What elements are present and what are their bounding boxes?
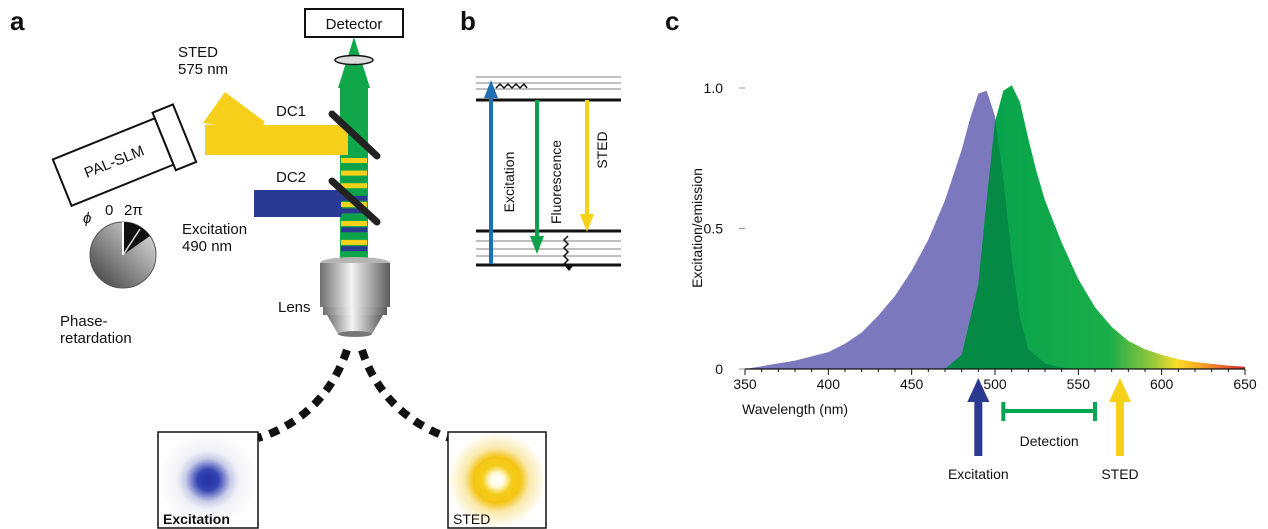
beam-stripe [341, 158, 367, 163]
x-tick-label: 650 [1233, 376, 1257, 392]
panel-b: b Excitation Fluorescence STED [460, 6, 621, 271]
panel-a-label: a [10, 6, 25, 36]
phi-symbol: ϕ [83, 210, 91, 227]
dashed-path-excitation [256, 348, 351, 442]
beam-stripe [341, 170, 367, 176]
phase-zero-label: 0 [105, 202, 113, 219]
dashed-path-sted [358, 348, 452, 442]
chart-annotations: Excitation STED Detection [948, 378, 1139, 482]
beam-stripe [341, 221, 367, 226]
beam-stripe [341, 176, 367, 182]
dc1-label: DC1 [276, 103, 306, 120]
excitation-label: Excitation [182, 221, 247, 238]
y-tick-label: 0 [715, 361, 723, 377]
tube-lens [334, 54, 374, 66]
excitation-wavelength: 490 nm [182, 238, 232, 255]
x-tick-label: 450 [900, 376, 924, 392]
beam-stripe [341, 208, 367, 214]
sted-spot-label: STED [453, 511, 490, 527]
x-tick-label: 550 [1067, 376, 1091, 392]
sted-transition-label: STED [594, 131, 610, 168]
x-tick-label: 350 [733, 376, 757, 392]
excitation-spot-image [157, 431, 259, 529]
beam-stripe [341, 183, 367, 189]
excitation-spot-label: Excitation [163, 511, 230, 527]
sted-spot-image [447, 431, 547, 529]
panel-c-label: c [665, 6, 679, 36]
dc2-label: DC2 [276, 169, 306, 186]
excitation-beam [254, 190, 342, 217]
sted-wavelength-label: STED [1101, 466, 1138, 482]
beam-stripe [341, 189, 367, 195]
phase-retardation-line1: Phase- [60, 313, 108, 330]
sted-beam [205, 125, 348, 155]
excitation-wavelength-label: Excitation [948, 466, 1009, 482]
phase-two-pi-label: 2π [124, 202, 143, 219]
x-tick-label: 400 [817, 376, 841, 392]
energy-levels [476, 76, 621, 267]
beam-stripe [341, 164, 367, 170]
beam-stripe [341, 239, 367, 245]
sted-wavelength: 575 nm [178, 61, 228, 78]
phase-retardation-line2: retardation [60, 330, 132, 347]
emission-spectrum-area [945, 85, 1245, 369]
beam-stripe [341, 246, 367, 252]
detection-range-label: Detection [1020, 433, 1079, 449]
objective-lens [320, 257, 390, 337]
detector-label: Detector [326, 16, 383, 33]
panel-b-label: b [460, 6, 476, 36]
fluorescence-transition-label: Fluorescence [548, 140, 564, 224]
sted-label: STED [178, 44, 218, 61]
sted-beam-angled [203, 92, 265, 132]
x-axis-label: Wavelength (nm) [742, 401, 848, 417]
x-tick-label: 600 [1150, 376, 1174, 392]
sted-wavelength-arrow [1116, 398, 1124, 456]
chart-axes: 350 400 450 500 550 600 650 0 0.5 1.0 [704, 80, 1257, 392]
relaxation-squiggle-top [495, 82, 528, 90]
phase-dial-dark-segment [123, 221, 150, 255]
x-tick-label: 500 [983, 376, 1007, 392]
excitation-transition-label: Excitation [501, 152, 517, 213]
dichroic-mirror-dc2 [328, 177, 381, 226]
y-axis-label: Excitation/emission [689, 168, 705, 288]
y-tick-label: 0.5 [704, 221, 724, 237]
beam-stripe [341, 214, 367, 220]
beam-stripe [341, 233, 367, 239]
excitation-wavelength-arrow [974, 398, 983, 456]
relaxation-squiggle-bottom [562, 235, 570, 265]
y-tick-label: 1.0 [704, 80, 724, 96]
dichroic-mirror-dc1 [328, 110, 381, 160]
pal-slm: PAL-SLM [51, 103, 198, 208]
panel-c: c 350 400 450 500 550 600 650 0 0.5 1.0 Excitatio… [665, 6, 1257, 482]
spectrum-chart: 350 400 450 500 550 600 650 0 0.5 1.0 Excitation/… [689, 80, 1257, 482]
beam-stripe [341, 227, 367, 233]
lens-label: Lens [278, 299, 311, 316]
panel-a: a Detector PAL-SLM STED 575 nm DC1 DC2 E… [10, 6, 547, 529]
